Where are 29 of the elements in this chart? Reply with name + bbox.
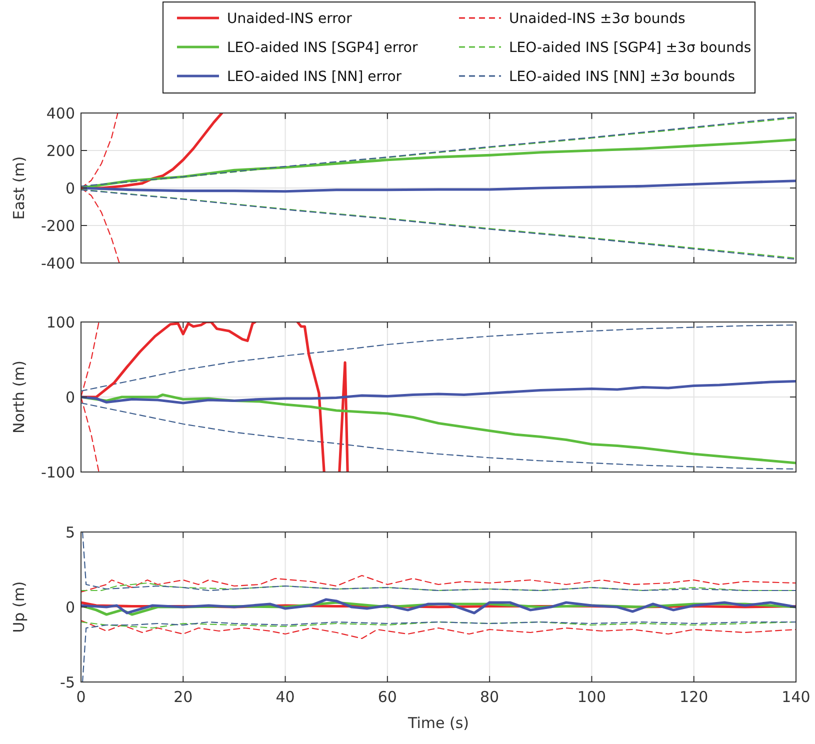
- x-axis-title: Time (s): [407, 714, 469, 732]
- y-tick-label: 0: [65, 598, 75, 616]
- x-tick-label: 120: [680, 688, 708, 706]
- y-tick-label: 200: [46, 142, 75, 160]
- y-tick-label: 0: [65, 179, 75, 198]
- legend-label: Unaided-INS error: [227, 10, 352, 27]
- legend-label: LEO-aided INS [SGP4] error: [227, 40, 418, 56]
- y-tick-label: -5: [60, 673, 75, 692]
- x-tick-label: 0: [76, 688, 86, 706]
- y-tick-label: 100: [46, 313, 75, 332]
- legend-label: LEO-aided INS [NN] ±3σ bounds: [509, 68, 736, 85]
- legend-label: LEO-aided INS [SGP4] ±3σ bounds: [509, 40, 752, 56]
- x-tick-label: 80: [480, 688, 500, 706]
- y-tick-label: -200: [40, 216, 75, 235]
- y-tick-label: -100: [40, 463, 75, 482]
- x-tick-label: 20: [174, 688, 193, 706]
- y-axis-title: East (m): [10, 156, 28, 220]
- y-axis-title: Up (m): [10, 581, 28, 633]
- x-tick-label: 60: [378, 688, 397, 706]
- legend-label: Unaided-INS ±3σ bounds: [509, 10, 686, 27]
- legend-label: LEO-aided INS [NN] error: [227, 68, 402, 85]
- y-tick-label: 0: [65, 388, 75, 406]
- x-tick-label: 40: [276, 688, 295, 706]
- x-tick-label: 100: [577, 688, 606, 706]
- y-tick-label: -400: [40, 254, 75, 272]
- x-tick-label: 140: [782, 688, 810, 706]
- y-tick-label: 400: [46, 104, 75, 122]
- y-tick-label: 5: [65, 523, 75, 542]
- y-axis-title: North (m): [10, 360, 28, 434]
